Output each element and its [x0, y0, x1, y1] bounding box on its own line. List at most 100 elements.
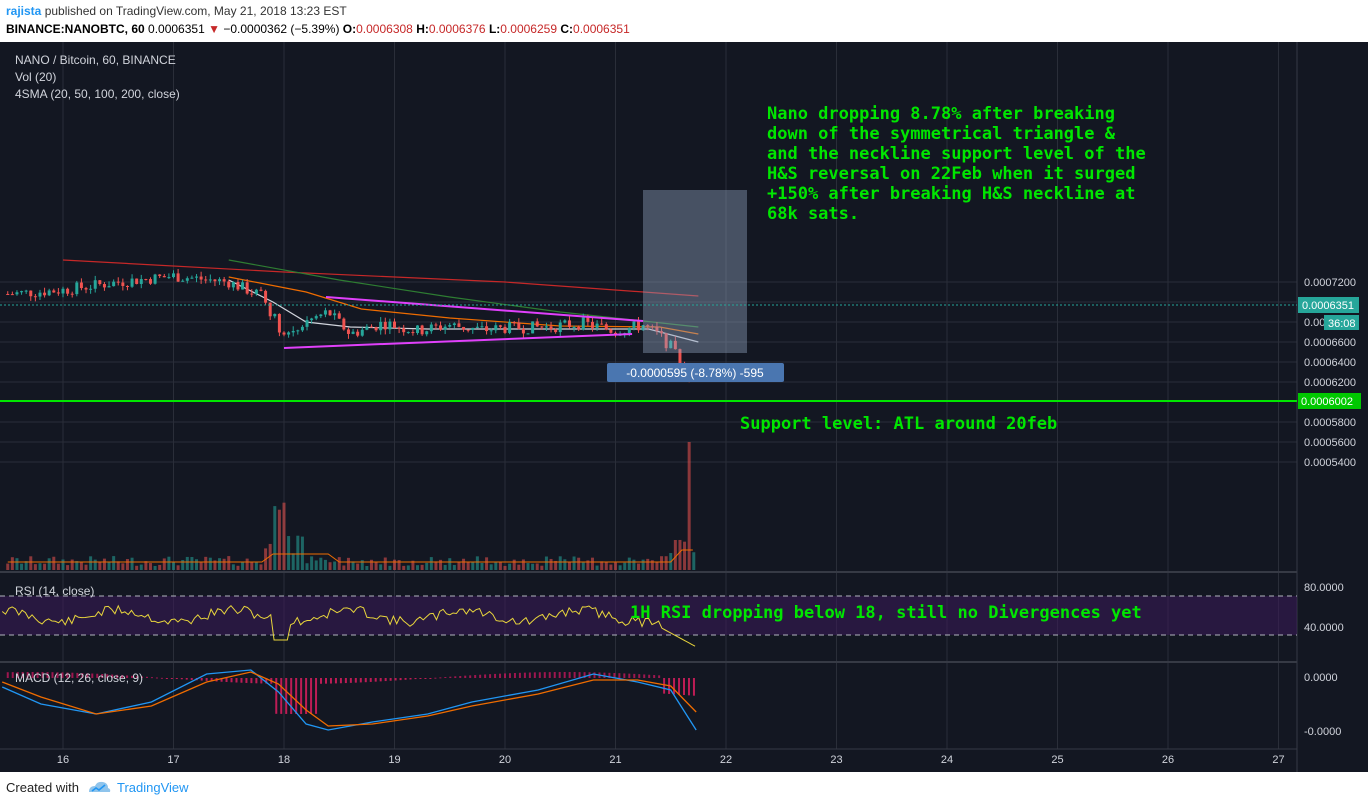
candle-body	[535, 321, 539, 327]
rsi-annotation[interactable]: 1H RSI dropping below 18, still no Diver…	[630, 603, 1142, 623]
macd-histogram-bar	[76, 672, 79, 678]
time-axis-label: 26	[1162, 754, 1174, 766]
volume-bar	[89, 556, 93, 570]
volume-bar	[627, 557, 631, 570]
macd-histogram-bar	[240, 678, 243, 683]
macd-histogram-bar	[673, 678, 676, 695]
macd-histogram-bar	[349, 678, 352, 683]
volume-bar	[268, 543, 272, 570]
candle-body	[130, 278, 134, 287]
volume-bar	[609, 564, 613, 570]
candle-body	[337, 313, 341, 319]
macd-histogram-bar	[523, 672, 526, 678]
candle-body	[66, 288, 70, 294]
open-value: 0.0006308	[356, 22, 413, 36]
symmetrical-triangle[interactable]	[283, 296, 644, 349]
macd-histogram-bar	[16, 672, 19, 678]
macd-histogram-bar	[51, 672, 54, 678]
price-axis-label: 0.0005400	[1304, 457, 1356, 469]
candle-body	[43, 292, 47, 296]
macd-histogram-bar	[419, 678, 422, 679]
candle-body	[443, 326, 447, 330]
volume-bar	[181, 559, 185, 570]
candle-body	[218, 279, 222, 282]
volume-bar	[678, 539, 682, 570]
volume-bar	[632, 559, 636, 570]
tradingview-logo-icon[interactable]	[86, 779, 112, 795]
candle-body	[475, 326, 479, 328]
price-axis-label: 0.0006600	[1304, 337, 1356, 349]
candle-body	[148, 279, 152, 284]
volume-bar	[650, 560, 654, 570]
candle-body	[250, 293, 254, 295]
candle-body	[15, 292, 19, 295]
macd-histogram-bar	[285, 678, 288, 714]
candle-body	[452, 323, 456, 326]
macd-histogram-bar	[66, 672, 69, 678]
candle-body	[75, 282, 79, 295]
volume-bar	[475, 556, 479, 570]
macd-histogram-bar	[260, 678, 263, 684]
macd-histogram-bar	[429, 678, 432, 679]
tradingview-link[interactable]: TradingView	[117, 780, 189, 795]
author-link[interactable]: rajista	[6, 4, 42, 18]
volume-bar	[471, 561, 475, 570]
price-axis-label: 0.0005800	[1304, 417, 1356, 429]
candle-body	[204, 279, 208, 281]
macd-histogram-bar	[11, 672, 14, 678]
measure-box[interactable]	[643, 190, 747, 353]
volume-bar	[360, 560, 364, 570]
candle-body	[333, 313, 337, 316]
annotation-line: down of the symmetrical triangle &	[767, 124, 1116, 144]
macd-histogram-bar	[160, 677, 163, 679]
volume-bar	[282, 502, 286, 570]
candle-body	[425, 331, 429, 335]
candle-body	[457, 323, 461, 327]
candle-body	[678, 349, 682, 365]
volume-bar	[485, 557, 489, 570]
candle-body	[47, 290, 51, 296]
macd-histogram-bar	[364, 678, 367, 683]
volume-bar	[287, 536, 291, 570]
candle-body	[485, 326, 489, 332]
macd-histogram-bar	[399, 678, 402, 681]
volume-bar	[185, 556, 189, 570]
volume-bar	[208, 557, 212, 570]
chart-svg[interactable]: 0.00072000.00070000.00068000.00066000.00…	[0, 42, 1368, 772]
candle-body	[70, 293, 74, 295]
volume-bar	[204, 556, 208, 570]
candle-body	[420, 325, 424, 335]
macd-histogram-bar	[26, 672, 29, 678]
candle-body	[406, 332, 410, 334]
volume-bar	[291, 553, 295, 570]
annotation-line: H&S reversal on 22Feb when it surged	[767, 164, 1135, 184]
candle-body	[89, 288, 93, 290]
volume-bar	[33, 564, 37, 570]
volume-bar	[52, 556, 56, 570]
macd-histogram-bar	[543, 672, 546, 678]
chart-area[interactable]: 0.00072000.00070000.00068000.00066000.00…	[0, 42, 1368, 772]
candle-body	[393, 321, 396, 328]
macd-histogram-bar	[61, 672, 64, 678]
volume-bar	[687, 442, 691, 570]
support-annotation[interactable]: Support level: ATL around 20feb	[740, 414, 1057, 434]
volume-bar	[218, 558, 222, 570]
macd-histogram-bar	[136, 676, 139, 678]
open-label: O:	[342, 22, 357, 36]
candle-body	[29, 290, 33, 297]
volume-bar	[531, 563, 535, 570]
low-value: 0.0006259	[500, 22, 558, 36]
macd-histogram-bar	[663, 678, 666, 694]
candle-body	[176, 273, 180, 282]
macd-histogram-bar	[36, 672, 39, 678]
candle-body	[84, 288, 88, 290]
candle-body	[199, 276, 203, 280]
volume-bars	[6, 442, 696, 570]
macd-histogram-bar	[141, 676, 144, 678]
candle-body	[277, 313, 281, 333]
candle-body	[646, 325, 650, 327]
time-axis[interactable]: 16 17 18 19 20 21 22 23 24 25 26 27	[57, 754, 1285, 766]
candle-body	[526, 333, 530, 335]
macd-histogram-bar	[409, 678, 412, 680]
